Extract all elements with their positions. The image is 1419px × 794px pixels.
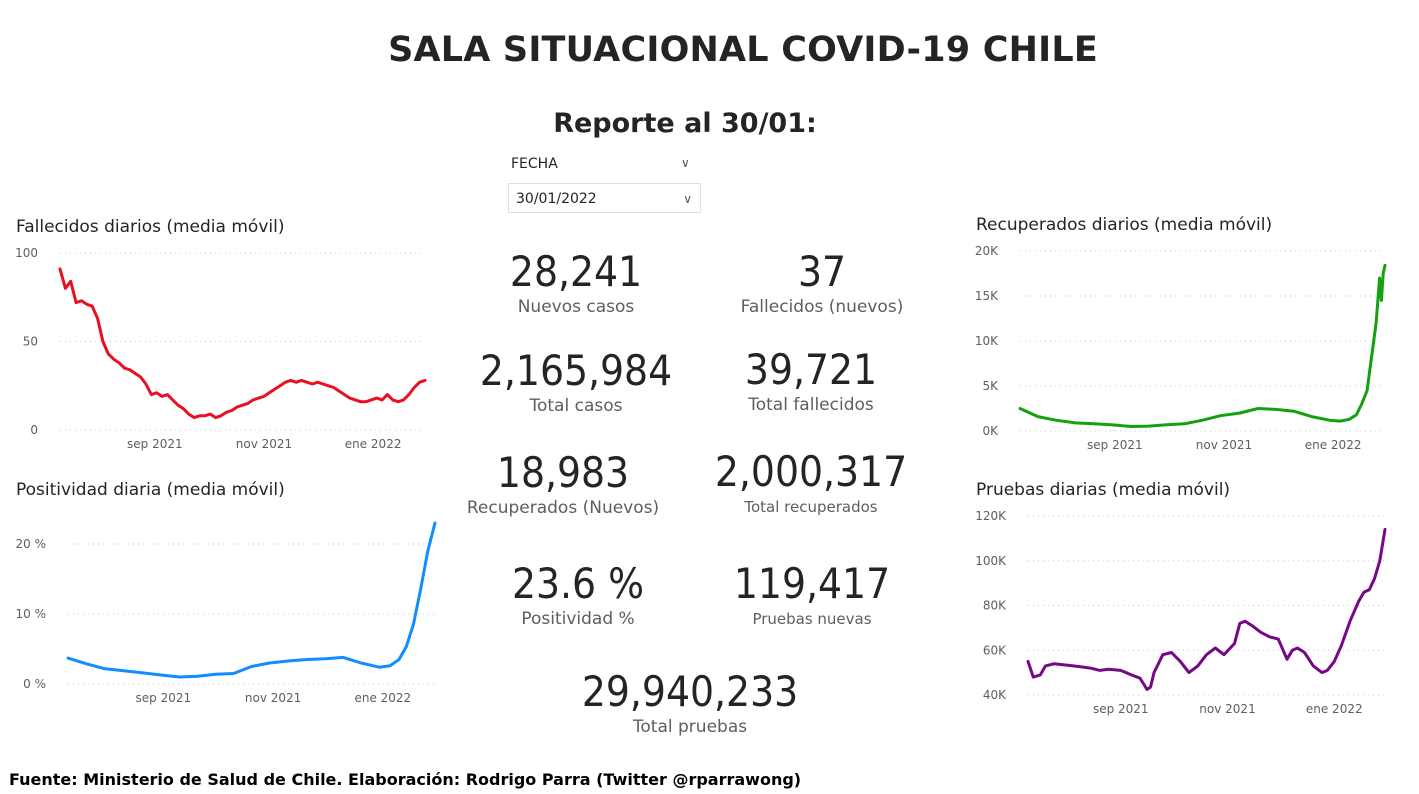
positividad-series-line[interactable]: [66, 521, 437, 679]
x-tick-label: nov 2021: [1196, 438, 1252, 452]
date-slicer-value: 30/01/2022: [516, 191, 597, 207]
x-tick-label: ene 2022: [1305, 438, 1362, 452]
y-tick-label: 0: [30, 423, 38, 437]
kpi-positividad: 23.6 % Positividad %: [478, 560, 678, 630]
kpi-label: Total pruebas: [632, 717, 748, 737]
y-tick-label: 100K: [975, 554, 1007, 568]
kpi-nuevos-casos: 28,241 Nuevos casos: [476, 248, 676, 318]
kpi-label: Total recuperados: [744, 498, 878, 516]
x-tick-label: nov 2021: [245, 691, 301, 705]
pruebas-series-line[interactable]: [1026, 527, 1387, 691]
recuperados-chart-title: Recuperados diarios (media móvil): [976, 215, 1273, 235]
kpi-value: 119,417: [733, 559, 891, 608]
kpi-value: 37: [797, 247, 847, 296]
kpi-label: Recuperados (Nuevos): [466, 498, 660, 518]
x-tick-label: ene 2022: [1306, 702, 1363, 716]
recuperados-series-line[interactable]: [1018, 263, 1387, 428]
kpi-label: Pruebas nuevas: [752, 610, 872, 628]
y-tick-label: 10 %: [16, 607, 47, 621]
kpi-value: 18,983: [496, 448, 630, 497]
y-tick-label: 15K: [975, 289, 999, 303]
y-tick-label: 20 %: [16, 537, 47, 551]
kpi-recuperados-nuevos: 18,983 Recuperados (Nuevos): [463, 449, 663, 519]
page-title: SALA SITUACIONAL COVID-19 CHILE: [388, 30, 1098, 70]
y-tick-label: 60K: [983, 643, 1007, 657]
y-tick-label: 50: [23, 335, 38, 349]
x-tick-label: sep 2021: [127, 437, 183, 451]
y-tick-label: 10K: [975, 334, 999, 348]
kpi-label: Positividad %: [521, 609, 635, 629]
positividad-line-chart: 0 % 10 % 20 % sep 2021 nov 2021 ene 2022: [16, 521, 437, 705]
kpi-value: 2,165,984: [479, 346, 673, 395]
kpi-total-pruebas: 29,940,233 Total pruebas: [570, 668, 810, 738]
date-slicer-label: FECHA: [511, 156, 558, 172]
y-tick-label: 5K: [982, 379, 999, 393]
y-tick-label: 0K: [982, 424, 999, 438]
fallecidos-series-line[interactable]: [58, 267, 427, 420]
kpi-total-casos: 2,165,984 Total casos: [466, 347, 686, 417]
y-tick-label: 20K: [975, 244, 999, 258]
positividad-chart-title: Positividad diaria (media móvil): [16, 480, 285, 500]
fallecidos-chart-title: Fallecidos diarios (media móvil): [16, 217, 285, 237]
chevron-down-icon[interactable]: ∨: [683, 192, 692, 206]
pruebas-chart-title: Pruebas diarias (media móvil): [976, 480, 1231, 500]
x-tick-label: ene 2022: [354, 691, 411, 705]
source-footer: Fuente: Ministerio de Salud de Chile. El…: [9, 770, 802, 789]
y-tick-label: 80K: [983, 599, 1007, 613]
kpi-fallecidos-nuevos: 37 Fallecidos (nuevos): [722, 248, 922, 318]
report-date-heading: Reporte al 30/01:: [553, 108, 817, 139]
kpi-total-fallecidos: 39,721 Total fallecidos: [711, 346, 911, 416]
kpi-value: 29,940,233: [581, 667, 799, 716]
kpi-value: 39,721: [744, 345, 878, 394]
y-tick-label: 100: [15, 246, 38, 260]
kpi-label: Nuevos casos: [517, 297, 635, 317]
kpi-value: 23.6 %: [511, 559, 644, 608]
x-tick-label: sep 2021: [1087, 438, 1143, 452]
fallecidos-line-chart: 0 50 100 sep 2021 nov 2021 ene 2022: [15, 246, 427, 451]
date-slicer-dropdown[interactable]: 30/01/2022 ∨: [508, 183, 701, 213]
kpi-value: 28,241: [509, 247, 643, 296]
kpi-label: Fallecidos (nuevos): [740, 297, 904, 317]
kpi-total-recuperados: 2,000,317 Total recuperados: [701, 448, 921, 518]
x-tick-label: nov 2021: [236, 437, 292, 451]
pruebas-line-chart: 40K 60K 80K 100K 120K sep 2021 nov 2021 ene 202…: [975, 509, 1387, 716]
chevron-down-icon[interactable]: ∨: [681, 156, 690, 170]
y-tick-label: 0 %: [23, 677, 46, 691]
recuperados-line-chart: 0K 5K 10K 15K 20K sep 2021 nov 2021 ene 2022: [975, 244, 1387, 452]
y-tick-label: 120K: [975, 509, 1007, 523]
x-tick-label: ene 2022: [345, 437, 402, 451]
x-tick-label: sep 2021: [1093, 702, 1149, 716]
x-tick-label: sep 2021: [136, 691, 192, 705]
x-tick-label: nov 2021: [1199, 702, 1255, 716]
kpi-pruebas-nuevas: 119,417 Pruebas nuevas: [712, 560, 912, 630]
y-tick-label: 40K: [983, 688, 1007, 702]
kpi-label: Total casos: [529, 396, 623, 416]
kpi-label: Total fallecidos: [748, 395, 874, 415]
kpi-value: 2,000,317: [714, 447, 908, 496]
